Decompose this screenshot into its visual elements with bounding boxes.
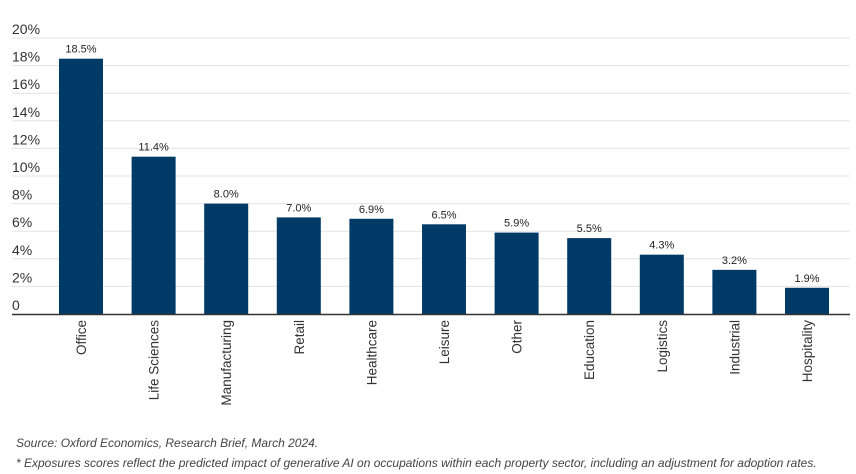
data-label: 7.0% [286, 202, 311, 214]
y-tick-label: 0 [12, 297, 20, 313]
category-label: Other [510, 319, 525, 353]
bar [422, 224, 466, 314]
y-tick-label: 12% [12, 131, 40, 147]
category-label: Industrial [727, 320, 742, 375]
bar [276, 217, 321, 314]
y-tick-label: 10% [12, 159, 40, 175]
category-label: Education [582, 320, 597, 380]
bar [131, 156, 176, 314]
data-label: 3.2% [722, 255, 747, 267]
bar [349, 218, 394, 314]
y-tick-label: 2% [12, 269, 32, 285]
y-tick-label: 8% [12, 187, 32, 203]
source-note: Source: Oxford Economics, Research Brief… [16, 436, 319, 450]
data-label: 6.5% [431, 209, 456, 221]
data-label: 8.0% [214, 189, 239, 201]
y-tick-label: 4% [12, 242, 32, 258]
category-label: Life Sciences [147, 320, 162, 401]
category-label: Hospitality [800, 320, 815, 383]
data-label: 6.9% [359, 204, 384, 216]
data-label: 1.9% [794, 273, 819, 285]
y-tick-label: 14% [12, 104, 40, 120]
bar [204, 203, 249, 314]
bar [785, 287, 829, 314]
y-tick-label: 18% [12, 49, 40, 65]
bar [494, 232, 539, 314]
category-label: Healthcare [364, 320, 379, 385]
bar-chart: 0 2% 4% 6% 8% 10% 12% 14% 16% 18% 20% 18.5% 11.4% 8.… [12, 21, 850, 406]
y-tick-label: 20% [12, 21, 40, 37]
category-label: Retail [292, 320, 307, 355]
y-tick-label: 16% [12, 76, 40, 92]
bar [59, 58, 103, 315]
y-axis-ticks: 0 2% 4% 6% 8% 10% 12% 14% 16% 18% 20% [12, 21, 40, 313]
data-labels: 18.5% 11.4% 8.0% 7.0% 6.9% 6.5% 5.9% 5.5% 4.3% 3.… [65, 44, 819, 285]
category-label: Leisure [437, 320, 452, 364]
category-labels: Office Life Sciences Manufacturing Retail He… [74, 319, 815, 405]
bar [567, 238, 612, 314]
data-label: 11.4% [138, 142, 169, 154]
bar [639, 254, 684, 314]
footnote: * Exposures scores reflect the predicted… [16, 456, 817, 470]
data-label: 5.9% [504, 218, 529, 230]
data-label: 4.3% [649, 240, 674, 252]
data-label: 5.5% [577, 223, 602, 235]
y-tick-label: 6% [12, 214, 32, 230]
category-label: Manufacturing [219, 320, 234, 406]
category-label: Office [74, 320, 89, 355]
data-label: 18.5% [65, 44, 96, 56]
bars [59, 58, 829, 315]
bar [712, 269, 757, 314]
category-label: Logistics [655, 320, 670, 373]
